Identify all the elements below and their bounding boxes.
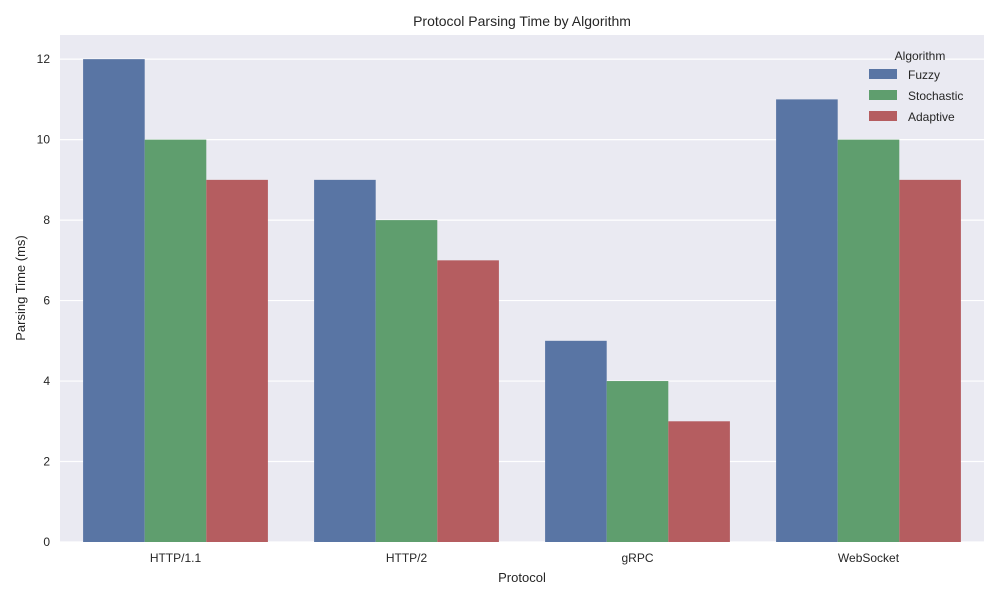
legend-swatch-adaptive	[869, 111, 897, 121]
x-axis-label: Protocol	[498, 570, 546, 585]
legend-label-adaptive: Adaptive	[908, 110, 955, 124]
y-tick-label: 6	[43, 294, 50, 308]
legend-title: Algorithm	[895, 49, 946, 63]
x-axis-ticks: HTTP/1.1 HTTP/2 gRPC WebSocket	[150, 551, 900, 565]
x-tick-label: HTTP/1.1	[150, 551, 202, 565]
y-axis-label: Parsing Time (ms)	[13, 235, 28, 340]
y-axis-ticks: 0 2 4 6 8 10 12	[37, 52, 51, 549]
bar-stochastic-0	[144, 139, 207, 542]
x-tick-label: WebSocket	[838, 551, 900, 565]
y-tick-label: 0	[43, 535, 50, 549]
bar-fuzzy-2	[545, 340, 607, 542]
bar-adaptive-2	[668, 421, 730, 542]
bar-adaptive-0	[206, 179, 268, 542]
chart-title: Protocol Parsing Time by Algorithm	[413, 13, 631, 29]
y-tick-label: 10	[37, 133, 51, 147]
legend-label-fuzzy: Fuzzy	[908, 68, 940, 82]
bar-fuzzy-0	[83, 59, 145, 543]
legend: Algorithm Fuzzy Stochastic Adaptive	[869, 49, 963, 124]
y-tick-label: 2	[43, 455, 50, 469]
legend-items: Fuzzy Stochastic Adaptive	[869, 68, 963, 124]
bar-stochastic-1	[375, 220, 438, 542]
y-tick-label: 8	[43, 213, 50, 227]
x-tick-label: HTTP/2	[386, 551, 428, 565]
bars	[83, 59, 961, 543]
bar-adaptive-1	[437, 260, 499, 542]
bar-fuzzy-1	[314, 179, 376, 542]
y-tick-label: 12	[37, 52, 51, 66]
y-tick-label: 4	[43, 374, 50, 388]
x-tick-label: gRPC	[621, 551, 653, 565]
bar-adaptive-3	[899, 179, 961, 542]
bar-stochastic-2	[606, 381, 669, 542]
bar-stochastic-3	[837, 139, 900, 542]
legend-label-stochastic: Stochastic	[908, 89, 963, 103]
legend-swatch-fuzzy	[869, 69, 897, 79]
legend-swatch-stochastic	[869, 90, 897, 100]
bar-fuzzy-3	[776, 99, 838, 542]
